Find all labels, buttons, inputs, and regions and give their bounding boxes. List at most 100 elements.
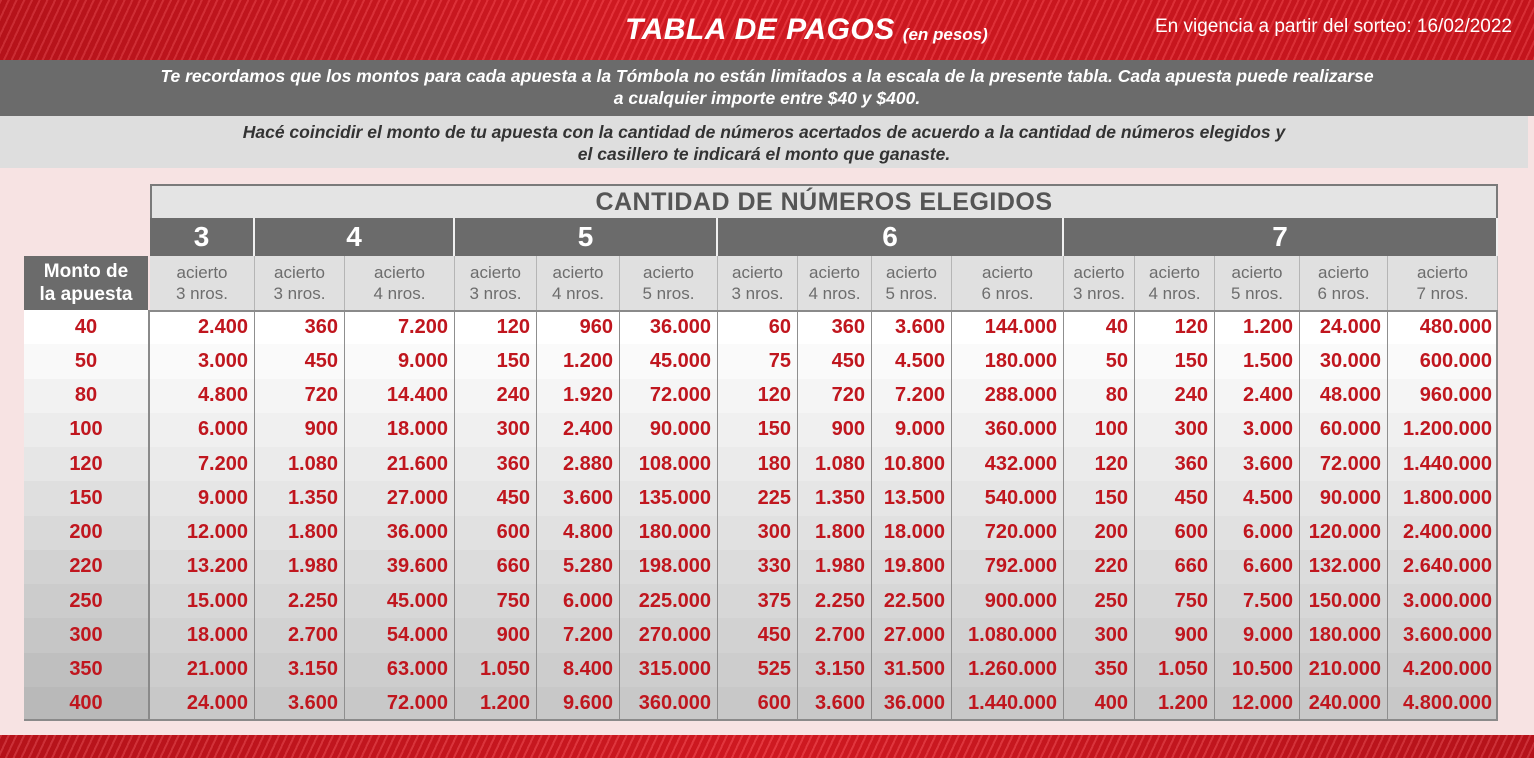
row-background bbox=[150, 584, 1498, 619]
column-header-line-1: acierto bbox=[885, 263, 938, 282]
payout-cell: 1.200 bbox=[1215, 310, 1300, 345]
column-header: acierto 3 nros. bbox=[718, 256, 798, 310]
row-background bbox=[150, 378, 1498, 413]
payout-cell: 300 bbox=[1064, 618, 1135, 653]
group-header-4: 4 bbox=[255, 218, 455, 256]
payout-cell: 7.200 bbox=[150, 447, 255, 482]
payout-cell: 288.000 bbox=[952, 378, 1064, 413]
column-header: acierto 4 nros. bbox=[798, 256, 872, 310]
payout-cell: 225 bbox=[718, 481, 798, 516]
payout-cell: 18.000 bbox=[872, 515, 952, 550]
payout-cell: 24.000 bbox=[150, 686, 255, 721]
payout-cell: 1.050 bbox=[1135, 652, 1215, 687]
column-header-line-1: acierto bbox=[469, 263, 522, 282]
payout-cell: 3.600 bbox=[537, 481, 620, 516]
bet-amount-cell: 100 bbox=[69, 418, 103, 441]
column-header-line-2: 6 nros. bbox=[981, 284, 1034, 303]
row-background bbox=[24, 686, 148, 721]
payout-cell: 13.200 bbox=[150, 549, 255, 584]
payout-cell: 45.000 bbox=[345, 584, 455, 619]
payout-cell: 300 bbox=[1135, 412, 1215, 447]
payout-cell: 7.200 bbox=[872, 378, 952, 413]
payout-cell: 132.000 bbox=[1300, 549, 1388, 584]
payout-cell: 24.000 bbox=[1300, 310, 1388, 345]
payout-cell: 180 bbox=[718, 447, 798, 482]
payout-cell: 120 bbox=[1064, 447, 1135, 482]
payout-cell: 9.000 bbox=[1215, 618, 1300, 653]
payout-cell: 960.000 bbox=[1419, 384, 1492, 407]
payout-cell: 6.000 bbox=[537, 584, 620, 619]
instructions-banner: Hacé coincidir el monto de tu apuesta co… bbox=[0, 116, 1528, 168]
column-header-line-1: acierto bbox=[808, 263, 861, 282]
group-header-6: 6 bbox=[718, 218, 1064, 256]
column-header: acierto 4 nros. bbox=[345, 256, 455, 310]
payout-cell: 4.200.000 bbox=[1403, 658, 1492, 681]
payout-cell: 13.500 bbox=[872, 481, 952, 516]
payout-cell: 12.000 bbox=[1215, 686, 1300, 721]
payout-cell: 4.800 bbox=[537, 515, 620, 550]
notice-line-2: a cualquier importe entre $40 y $400. bbox=[613, 88, 921, 108]
header-banner bbox=[0, 0, 1534, 60]
column-header-line-2: 5 nros. bbox=[642, 284, 695, 303]
instructions-line-1: Hacé coincidir el monto de tu apuesta co… bbox=[242, 122, 1286, 142]
payout-cell: 540.000 bbox=[952, 481, 1064, 516]
notice-banner: Te recordamos que los montos para cada a… bbox=[0, 60, 1534, 116]
group-header-5: 5 bbox=[455, 218, 718, 256]
payout-cell: 72.000 bbox=[620, 378, 718, 413]
row-background bbox=[24, 618, 148, 653]
group-header-3: 3 bbox=[150, 218, 255, 256]
payout-cell: 2.400 bbox=[537, 412, 620, 447]
row-background bbox=[150, 412, 1498, 447]
row-background bbox=[150, 481, 1498, 516]
payout-cell: 3.000 bbox=[1215, 412, 1300, 447]
row-background bbox=[150, 447, 1498, 482]
column-header-line-1: acierto bbox=[176, 263, 228, 282]
bet-amount-header-line-2: la apuesta bbox=[39, 284, 133, 305]
row-background bbox=[150, 618, 1498, 653]
payout-cell: 72.000 bbox=[1300, 447, 1388, 482]
payout-cell: 12.000 bbox=[150, 515, 255, 550]
payout-cell: 36.000 bbox=[345, 515, 455, 550]
payout-cell: 8.400 bbox=[537, 652, 620, 687]
payout-cell: 31.500 bbox=[872, 652, 952, 687]
column-header: acierto 3 nros. bbox=[1064, 256, 1135, 310]
payout-cell: 900.000 bbox=[952, 584, 1064, 619]
payout-cell: 450 bbox=[798, 344, 872, 379]
bet-amount-cell: 80 bbox=[74, 384, 98, 407]
row-background bbox=[24, 344, 148, 379]
payout-cell: 2.640.000 bbox=[1403, 555, 1492, 578]
notice-line-1: Te recordamos que los montos para cada a… bbox=[160, 66, 1374, 86]
payout-cell: 60 bbox=[718, 310, 798, 345]
payout-cell: 90.000 bbox=[620, 412, 718, 447]
column-header: acierto 5 nros. bbox=[872, 256, 952, 310]
bet-amount-cell: 220 bbox=[69, 555, 103, 578]
payout-cell: 240 bbox=[455, 378, 537, 413]
payout-cell: 1.200 bbox=[455, 686, 537, 721]
payout-cell: 315.000 bbox=[620, 652, 718, 687]
bet-amount-cell: 400 bbox=[69, 692, 103, 715]
row-background bbox=[150, 686, 1498, 721]
payout-cell: 432.000 bbox=[952, 447, 1064, 482]
payout-cell: 150 bbox=[1064, 481, 1135, 516]
bet-amount-header-line-1: Monto de bbox=[43, 261, 129, 282]
payout-cell: 3.150 bbox=[255, 652, 345, 687]
payout-cell: 10.800 bbox=[872, 447, 952, 482]
payout-cell: 1.080.000 bbox=[952, 618, 1064, 653]
payout-cell: 9.000 bbox=[872, 412, 952, 447]
payout-cell: 21.600 bbox=[345, 447, 455, 482]
title-suffix: (en pesos) bbox=[902, 25, 988, 44]
payout-cell: 4.800 bbox=[150, 378, 255, 413]
column-header-line-2: 4 nros. bbox=[552, 284, 604, 303]
column-header: acierto 6 nros. bbox=[1300, 256, 1388, 310]
column-header: acierto 5 nros. bbox=[620, 256, 718, 310]
row-background bbox=[150, 549, 1498, 584]
payout-cell: 60.000 bbox=[1300, 412, 1388, 447]
row-background bbox=[24, 412, 148, 447]
payout-cell: 198.000 bbox=[620, 549, 718, 584]
payout-cell: 9.000 bbox=[345, 344, 455, 379]
payout-cell: 1.080 bbox=[255, 447, 345, 482]
payout-cell: 1.500 bbox=[1215, 344, 1300, 379]
payout-cell: 135.000 bbox=[620, 481, 718, 516]
payout-cell: 360.000 bbox=[620, 686, 718, 721]
bet-amount-cell: 350 bbox=[69, 658, 103, 681]
